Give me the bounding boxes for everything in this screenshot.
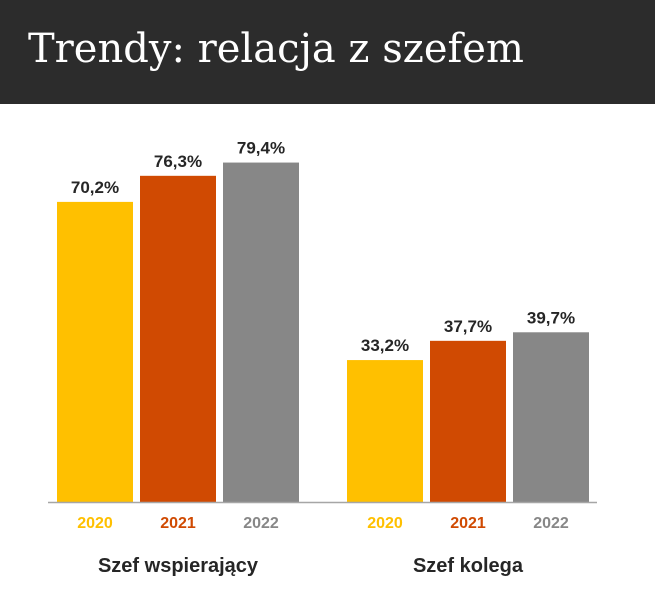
- page-title: Trendy: relacja z szefem: [28, 26, 524, 72]
- data-label: 70,2%: [71, 178, 119, 197]
- data-label: 37,7%: [444, 317, 492, 336]
- bar-2022-szef-kolega: [513, 332, 589, 502]
- data-label: 79,4%: [237, 139, 285, 158]
- tick-label-year: 2021: [160, 515, 196, 532]
- data-label: 33,2%: [361, 336, 409, 355]
- bar-2021-szef-kolega: [430, 340, 506, 502]
- data-label: 76,3%: [154, 152, 202, 171]
- bar-2021-szef-wspierajacy: [140, 175, 216, 502]
- tick-label-year: 2022: [243, 515, 279, 532]
- bar-2020-szef-kolega: [347, 360, 423, 502]
- category-label: Szef wspierający: [98, 555, 259, 577]
- tick-label-year: 2020: [367, 515, 403, 532]
- bar-2022-szef-wspierajacy: [223, 162, 299, 502]
- tick-label-year: 2022: [533, 515, 569, 532]
- header-bar: Trendy: relacja z szefem: [0, 0, 655, 104]
- data-label: 39,7%: [527, 308, 575, 327]
- tick-label-year: 2020: [77, 515, 113, 532]
- tick-label-year: 2021: [450, 515, 486, 532]
- bar-2020-szef-wspierajacy: [57, 201, 133, 502]
- category-label: Szef kolega: [413, 555, 524, 577]
